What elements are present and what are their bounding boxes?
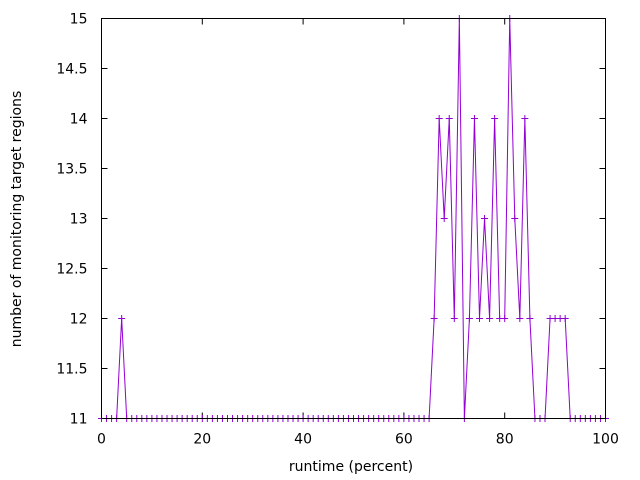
y-tick-label-2: 12 [70, 312, 88, 328]
data-point-82 [511, 215, 519, 222]
data-point-85 [526, 315, 534, 322]
x-axis-label: runtime (percent) [289, 459, 413, 475]
y-tick-label-4: 13 [70, 212, 88, 228]
y-axis-label: number of monitoring target regions [9, 91, 25, 348]
data-point-75 [476, 315, 483, 322]
plot-frame [101, 18, 606, 419]
data-point-80 [501, 315, 509, 322]
x-tick-label-4: 80 [496, 432, 514, 448]
x-tick-label-3: 60 [395, 432, 413, 448]
data-point-77 [486, 315, 494, 322]
data-point-84 [521, 115, 529, 122]
x-tick-label-1: 20 [193, 432, 211, 448]
data-point-74 [470, 115, 478, 122]
data-point-67 [435, 115, 443, 122]
data-point-92 [561, 315, 569, 322]
data-point-69 [445, 115, 453, 122]
y-tick-label-8: 15 [70, 12, 88, 28]
data-point-73 [465, 315, 473, 322]
data-point-78 [491, 115, 499, 122]
y-tick-label-7: 14.5 [56, 62, 87, 78]
data-point-68 [440, 215, 448, 222]
data-point-83 [516, 315, 524, 322]
y-tick-label-1: 11.5 [56, 362, 87, 378]
data-series [98, 15, 609, 422]
y-tick-label-0: 11 [70, 412, 88, 428]
data-point-4 [118, 315, 126, 322]
y-tick-label-3: 12.5 [56, 262, 87, 278]
y-tick-label-6: 14 [70, 112, 88, 128]
x-tick-label-0: 0 [97, 432, 106, 448]
axis-ticks [101, 18, 606, 419]
y-tick-label-5: 13.5 [56, 162, 87, 178]
data-point-66 [430, 315, 438, 322]
data-point-70 [450, 315, 458, 322]
series-line-0 [101, 18, 606, 419]
x-tick-label-5: 100 [592, 432, 619, 448]
tick-labels: 0 20 40 60 80 100 11 11.5 12 12.5 13 13.5 14 14.5 15 [56, 12, 619, 448]
data-point-76 [481, 215, 489, 222]
x-tick-label-2: 40 [294, 432, 312, 448]
